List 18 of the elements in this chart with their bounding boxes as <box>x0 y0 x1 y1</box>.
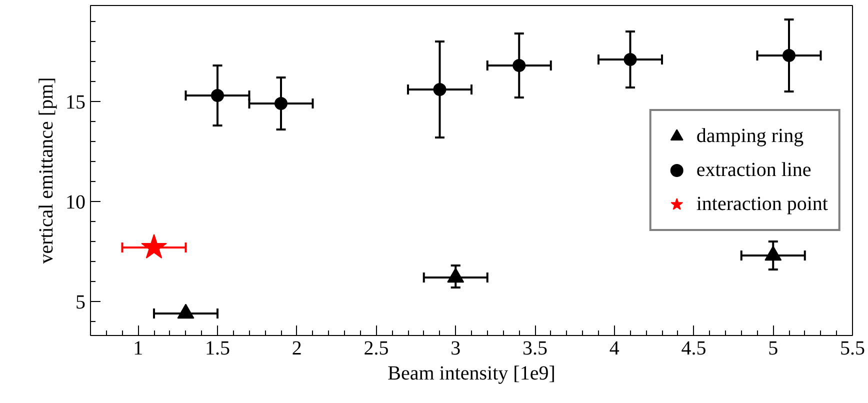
x-tick-label: 2.5 <box>364 338 389 360</box>
x-tick-label: 2 <box>292 338 302 360</box>
legend-label: extraction line <box>696 158 812 182</box>
x-tick-label: 5 <box>768 338 778 360</box>
x-tick-label: 4.5 <box>681 338 706 360</box>
x-tick-label: 4 <box>609 338 620 360</box>
x-tick-label: 3.5 <box>522 338 548 360</box>
y-tick-label: 15 <box>66 92 86 114</box>
y-tick-label: 5 <box>76 292 86 314</box>
x-axis-title: Beam intensity [1e9] <box>388 362 556 384</box>
x-tick-label: 1.5 <box>205 338 230 360</box>
x-tick-label: 1 <box>133 338 144 360</box>
x-tick-label: 3 <box>450 338 461 360</box>
x-tick-label: 5.5 <box>840 338 865 360</box>
legend-label: interaction point <box>696 192 828 216</box>
y-tick-label: 10 <box>66 192 86 214</box>
y-axis-title: vertical emittance [pm] <box>36 77 58 264</box>
legend-label: damping ring <box>696 124 804 148</box>
